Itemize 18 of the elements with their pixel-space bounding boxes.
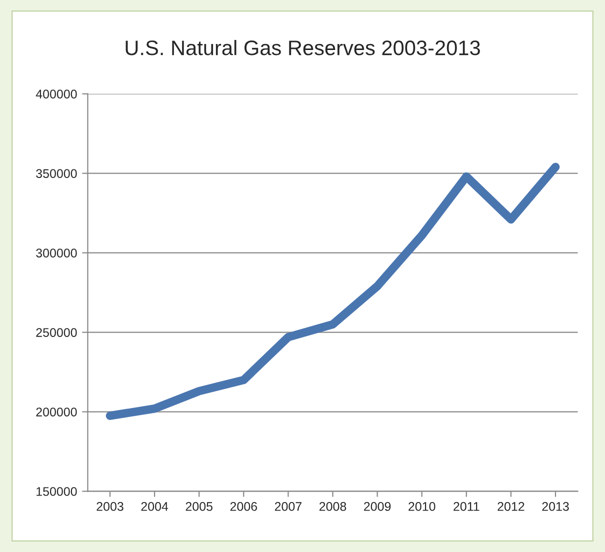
- x-tick-label: 2005: [186, 502, 212, 511]
- x-tick-label: 2008: [319, 502, 346, 511]
- y-tick-label: 150000: [36, 487, 77, 496]
- x-tick-label: 2007: [274, 502, 302, 511]
- x-tick-label: 2010: [408, 502, 436, 511]
- chart-title: U.S. Natural Gas Reserves 2003-2013: [126, 40, 480, 56]
- y-tick-label: 200000: [36, 408, 77, 416]
- x-tick-label: 2006: [230, 502, 258, 511]
- x-tick-label: 2004: [141, 502, 168, 511]
- x-tick-label: 2012: [498, 502, 524, 511]
- x-tick-label: 2013: [542, 502, 569, 511]
- x-tick-label: 2009: [364, 502, 391, 511]
- y-tick-label: 300000: [36, 248, 77, 258]
- y-tick-label: 400000: [36, 90, 77, 98]
- x-tick-label: 2011: [454, 502, 480, 511]
- y-tick-label: 350000: [36, 169, 77, 178]
- x-tick-label: 2003: [96, 502, 124, 511]
- y-tick-label: 250000: [36, 328, 77, 337]
